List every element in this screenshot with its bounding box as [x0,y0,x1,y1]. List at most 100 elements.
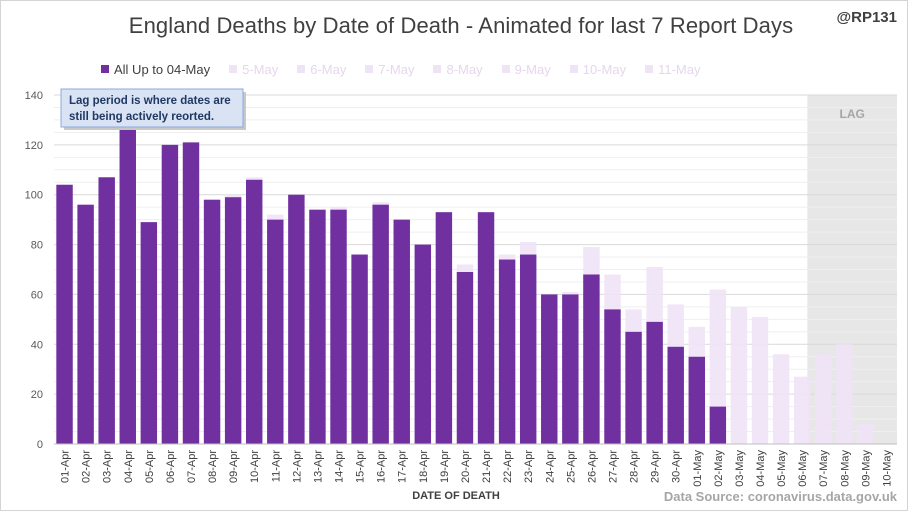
legend-item: 9-May [501,61,551,77]
author-handle: @RP131 [836,9,898,26]
bar-later-report [625,309,642,332]
bar-reported [182,142,200,444]
legend-item: 7-May [365,62,414,77]
bar-later-report [836,344,853,444]
x-tick-label: 22-Apr [502,450,514,483]
legend-swatch [229,65,238,73]
x-tick-label: 20-Apr [460,450,472,483]
bar-reported [245,179,263,444]
bar-later-report [498,254,516,260]
x-tick-label: 02-Apr [81,450,93,483]
x-tick-label: 09-May [860,450,872,487]
bar-later-report [604,274,621,310]
bar-later-report [646,267,663,322]
x-tick-label: 13-Apr [312,450,324,483]
y-tick-label: 120 [25,140,43,152]
bar-reported [56,184,73,444]
x-tick-label: 10-Apr [249,450,261,483]
legend-item: 6-May [297,62,346,77]
annotation-line-1: Lag period is where dates are [69,95,231,107]
bar-reported [140,222,158,444]
x-tick-label: 19-Apr [439,450,451,483]
legend-swatch [297,65,306,73]
bar-later-report [857,424,874,444]
bar-later-report [562,291,579,295]
bar-reported [288,194,305,444]
bar-reported [667,346,684,444]
x-tick-label: 11-Apr [270,450,282,483]
x-tick-label: 06-May [797,450,809,487]
bar-later-report [793,376,811,444]
x-tick-label: 28-Apr [629,450,641,483]
legend-swatch [645,65,654,73]
bar-reported [519,254,537,444]
legend-label: 9-May [514,61,551,77]
bar-later-report [330,207,347,210]
bar-later-report [751,316,769,444]
x-tick-label: 23-Apr [523,450,535,483]
y-tick-label: 40 [31,339,43,351]
legend-item: All Up to 04-May [101,62,210,77]
bar-reported [709,406,727,444]
x-tick-label: 08-Apr [207,450,219,483]
bar-later-report [583,247,600,275]
legend-item: 11-May [645,62,700,77]
legend-label: 5-May [242,61,279,77]
bar-reported [583,274,600,444]
y-tick-label: 60 [31,289,43,301]
bar-reported [477,212,495,444]
bar-reported [688,356,706,444]
legend-label: All Up to 04-May [114,61,211,77]
bar-reported [625,331,642,444]
x-tick-label: 04-May [755,450,767,487]
data-source: Data Source: coronavirus.data.gov.uk [663,489,897,504]
x-axis-title: DATE OF DEATH [412,490,500,502]
x-tick-label: 16-Apr [376,450,388,483]
bar-later-report [267,214,284,220]
x-tick-label: 06-Apr [165,450,177,483]
annotation-box [60,88,244,128]
y-tick-label: 140 [25,90,43,102]
legend-swatch [365,65,374,73]
legend-swatch [433,65,442,73]
y-tick-label: 0 [37,439,43,451]
bar-reported [562,294,579,444]
legend-label: 7-May [378,61,415,77]
bar-later-report [709,289,727,407]
x-tick-label: 17-Apr [397,450,409,483]
annotation-line-2: still being actively reorted. [69,111,214,123]
bar-later-report [688,326,706,357]
x-tick-label: 15-Apr [355,450,367,483]
x-tick-label: 07-May [818,450,830,487]
legend-label: 6-May [310,61,347,77]
x-tick-label: 09-Apr [228,450,240,483]
bar-reported [498,259,516,444]
y-tick-label: 20 [31,389,43,401]
legend-swatch [101,65,109,73]
bar-reported [309,209,326,444]
x-tick-label: 10-May [881,450,893,487]
bar-later-report [245,177,263,180]
bar-reported [161,144,179,444]
y-tick-label: 80 [31,240,43,252]
bar-reported [541,294,558,444]
x-tick-label: 27-Apr [607,450,619,483]
legend-swatch [569,65,578,73]
x-tick-label: 05-May [776,450,788,487]
bar-later-report [224,194,242,198]
bar-reported [267,219,284,444]
legend-item: 10-May [569,62,626,77]
x-tick-label: 29-Apr [650,450,662,483]
legend-label: 11-May [658,61,701,77]
bar-later-report [667,304,684,347]
x-tick-label: 30-Apr [671,450,683,483]
bar-later-report [456,264,474,272]
x-tick-label: 04-Apr [123,450,135,483]
x-tick-label: 02-May [713,450,725,487]
bar-reported [604,309,621,444]
bar-reported [393,219,410,444]
x-tick-label: 03-May [734,450,746,487]
x-tick-label: 12-Apr [291,450,303,483]
